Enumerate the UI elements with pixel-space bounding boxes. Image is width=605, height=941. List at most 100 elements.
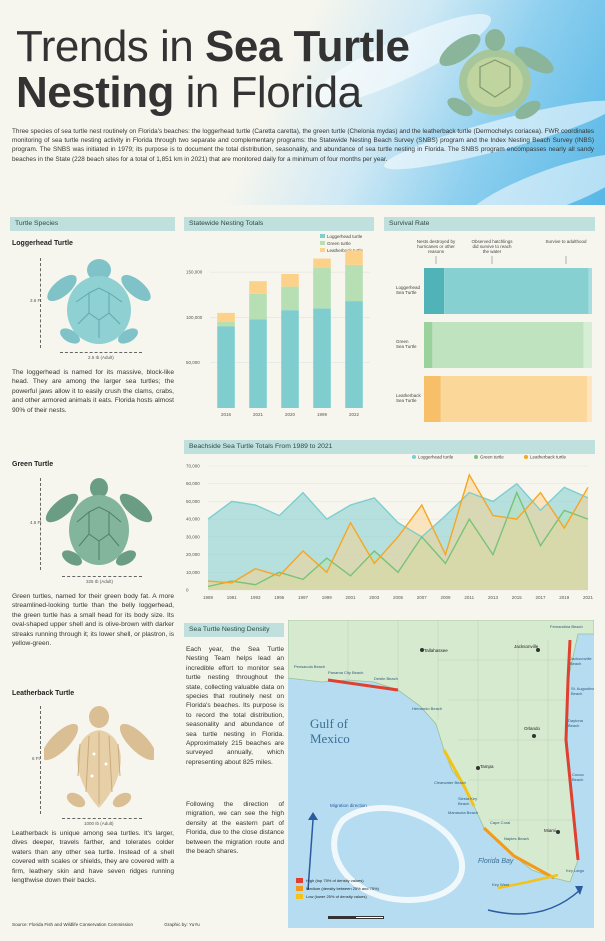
migration-arrow-icon bbox=[307, 819, 314, 891]
legend-dot-icon bbox=[412, 455, 416, 459]
x-tick-label: 1989 bbox=[203, 595, 214, 600]
y-tick-label: 60,000 bbox=[186, 481, 200, 486]
width-dimension bbox=[62, 576, 142, 577]
y-tick-label: 50,000 bbox=[186, 499, 200, 504]
beach-label: Cocoa Beach bbox=[572, 772, 584, 782]
statewide-header: Statewide Nesting Totals bbox=[184, 217, 374, 231]
city-marker-icon bbox=[556, 830, 560, 834]
legend-swatch-icon bbox=[296, 886, 303, 891]
bar-segment bbox=[313, 308, 331, 408]
width-dimension bbox=[60, 352, 142, 353]
city-marker-icon bbox=[536, 648, 540, 652]
bar-segment bbox=[313, 258, 331, 268]
beach-label: Clearwater Beach bbox=[434, 780, 466, 785]
county-lines bbox=[347, 620, 576, 870]
keys-density-line bbox=[497, 873, 559, 890]
loggerhead-turtle-icon bbox=[47, 259, 151, 344]
scale-bar bbox=[328, 916, 384, 919]
city-marker-icon bbox=[532, 734, 536, 738]
survival-column-label: Observed hatchlings did survive to reach t… bbox=[471, 239, 513, 254]
loggerhead-title: Loggerhead Turtle bbox=[12, 240, 73, 247]
y-tick-label: 20,000 bbox=[186, 552, 200, 557]
survival-segment bbox=[432, 322, 584, 368]
arrow-head-icon bbox=[575, 886, 583, 895]
green-height: 4.5 Ft bbox=[30, 520, 42, 525]
legend-dot-icon bbox=[524, 455, 528, 459]
legend-item-high: High (top 75% of density values) bbox=[296, 878, 426, 883]
survival-segment bbox=[424, 268, 445, 314]
x-tick-label: 1999 bbox=[322, 595, 333, 600]
y-tick-label: 50,000 bbox=[186, 360, 200, 365]
beach-label: Key Largo bbox=[566, 868, 585, 873]
beachside-header: Beachside Sea Turtle Totals From 1989 to… bbox=[184, 440, 595, 454]
legend-swatch-icon bbox=[296, 894, 303, 899]
y-tick-label: 150,000 bbox=[186, 270, 203, 275]
city-label: Jacksonville bbox=[514, 644, 539, 649]
legend-item-medium: Medium (density between 25% and 75%) bbox=[296, 886, 426, 891]
bar-segment bbox=[249, 293, 267, 320]
graphic-credit: Graphic by: YuYu bbox=[164, 922, 200, 927]
leatherback-weight: 1000 Ib (Adult) bbox=[84, 821, 114, 826]
height-dimension bbox=[40, 258, 41, 348]
leatherback-height: 6 Ft bbox=[32, 756, 40, 761]
city-label: Tallahassee bbox=[424, 648, 448, 653]
legend-swatch-icon bbox=[320, 248, 325, 252]
green-weight: 325 Ib (Adult) bbox=[86, 579, 114, 584]
bar-segment bbox=[313, 267, 331, 309]
bar-segment bbox=[249, 319, 267, 408]
loggerhead-description: The loggerhead is named for its massive,… bbox=[12, 369, 174, 414]
survival-segment bbox=[440, 376, 587, 422]
x-tick-label: 1993 bbox=[250, 595, 261, 600]
beachside-line-chart: Loggerhead turtle Green turtle Leatherback… bbox=[186, 455, 594, 601]
density-line-low bbox=[442, 749, 476, 807]
x-tick-label: 1997 bbox=[298, 595, 309, 600]
green-description: Green turtles, named for their green bod… bbox=[12, 593, 174, 648]
header-banner: Trends in Sea Turtle Nesting in Florida … bbox=[0, 0, 605, 205]
beach-label: Fernandina Beach bbox=[550, 624, 583, 629]
x-tick-label: 2011 bbox=[464, 595, 474, 600]
bar-segment bbox=[249, 281, 267, 294]
city-label: Tampa bbox=[480, 764, 494, 769]
series-line bbox=[207, 482, 589, 538]
y-tick-label: 10,000 bbox=[186, 570, 200, 575]
survival-row-label: Loggerhead Sea Turtle bbox=[396, 285, 421, 295]
y-tick-label: 0 bbox=[186, 588, 189, 593]
x-tick-label: 2017 bbox=[535, 595, 546, 600]
beach-label: Panama City Beach bbox=[328, 670, 364, 675]
beach-label: St. Augustine Beach bbox=[571, 686, 594, 696]
beach-label: Siesta Key Beach bbox=[458, 796, 478, 806]
turtle-swimming-icon bbox=[439, 29, 554, 120]
page-title: Trends in Sea Turtle Nesting in Florida bbox=[16, 22, 410, 117]
green-title: Green Turtle bbox=[12, 461, 54, 468]
y-tick-label: 30,000 bbox=[186, 534, 200, 539]
x-tick-label: 2003 bbox=[369, 595, 380, 600]
footer: Source: Florida Fish and Wildlife Conser… bbox=[12, 922, 230, 927]
x-tick-label: 2007 bbox=[417, 595, 428, 600]
width-dimension bbox=[62, 818, 142, 819]
y-tick-label: 70,000 bbox=[186, 464, 200, 469]
florida-map-svg bbox=[288, 620, 594, 915]
density-line-high bbox=[564, 639, 580, 861]
survival-column-label: Nests destroyed by hurricanes or other rea… bbox=[417, 239, 456, 254]
beach-label: Naples Beach bbox=[504, 836, 529, 841]
bar-segment bbox=[345, 264, 363, 302]
beach-label: Hernando Beach bbox=[412, 706, 443, 711]
city-label: Orlando bbox=[524, 726, 541, 731]
height-dimension bbox=[40, 706, 41, 814]
density-legend: High (top 75% of density values) Medium … bbox=[296, 878, 426, 899]
beach-label: Destin Beach bbox=[374, 676, 398, 681]
x-tick-label: 2015 bbox=[512, 595, 523, 600]
x-tick-label: 2020 bbox=[285, 412, 296, 417]
x-tick-label: 2016 bbox=[221, 412, 232, 417]
density-line-high bbox=[327, 678, 399, 692]
florida-bay-label: Florida Bay bbox=[478, 858, 514, 865]
survival-rate-chart: Nests destroyed by hurricanes or other rea… bbox=[396, 239, 592, 422]
survival-segment bbox=[444, 268, 589, 314]
x-tick-label: 2009 bbox=[440, 595, 451, 600]
legend-swatch-icon bbox=[296, 878, 303, 883]
y-tick-label: 100,000 bbox=[186, 315, 203, 320]
x-tick-label: 2021 bbox=[253, 412, 264, 417]
gulf-label: Gulf of Mexico bbox=[310, 716, 350, 746]
leatherback-title: Leatherback Turtle bbox=[12, 690, 75, 697]
